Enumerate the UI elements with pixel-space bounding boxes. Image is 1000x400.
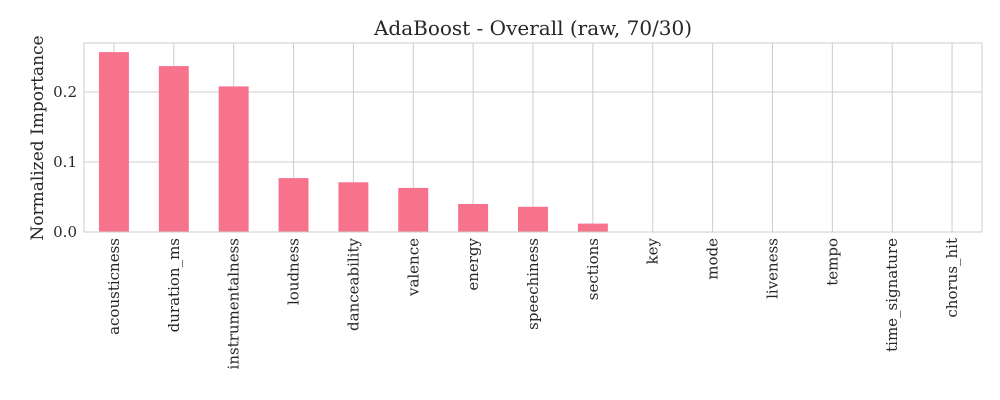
x-tick-label: time_signature bbox=[883, 238, 901, 352]
plot-frame bbox=[83, 42, 983, 233]
y-axis-label: Normalized Importance bbox=[28, 35, 48, 240]
x-tick-label: danceability bbox=[344, 237, 362, 330]
x-tick-label: instrumentalness bbox=[225, 238, 243, 369]
bar-instrumentalness bbox=[218, 86, 249, 233]
bar-duration_ms bbox=[158, 66, 189, 232]
bar-danceability bbox=[338, 182, 369, 232]
x-tick-label: chorus_hit bbox=[943, 238, 961, 318]
x-tick-label: loudness bbox=[285, 238, 303, 305]
x-tick-label: sections bbox=[584, 238, 602, 300]
x-tick-label: valence bbox=[404, 238, 422, 297]
x-tick-label: acousticness bbox=[105, 238, 123, 335]
x-tick-label: speechiness bbox=[524, 238, 542, 330]
bar-valence bbox=[398, 187, 429, 232]
x-tick-label: energy bbox=[464, 237, 482, 290]
x-tick-labels: acousticness duration_ms instrumentalness l… bbox=[105, 237, 961, 369]
y-tick-labels: 0.0 0.1 0.2 bbox=[53, 83, 77, 241]
x-tick-label: tempo bbox=[823, 238, 841, 286]
y-tick-label: 0.1 bbox=[53, 153, 77, 171]
y-tick-label: 0.2 bbox=[53, 83, 77, 101]
x-tick-label: duration_ms bbox=[165, 238, 183, 332]
bar-sections bbox=[577, 223, 608, 232]
x-tick-label: liveness bbox=[763, 238, 781, 299]
bar-energy bbox=[458, 204, 489, 232]
bar-acousticness bbox=[98, 52, 129, 232]
bar-speechiness bbox=[518, 206, 548, 232]
bar-loudness bbox=[278, 178, 309, 232]
bars bbox=[98, 52, 608, 233]
x-tick-label: mode bbox=[704, 238, 722, 280]
x-tick-label: key bbox=[644, 237, 662, 264]
y-tick-label: 0.0 bbox=[53, 223, 77, 241]
chart-title: AdaBoost - Overall (raw, 70/30) bbox=[373, 16, 692, 40]
